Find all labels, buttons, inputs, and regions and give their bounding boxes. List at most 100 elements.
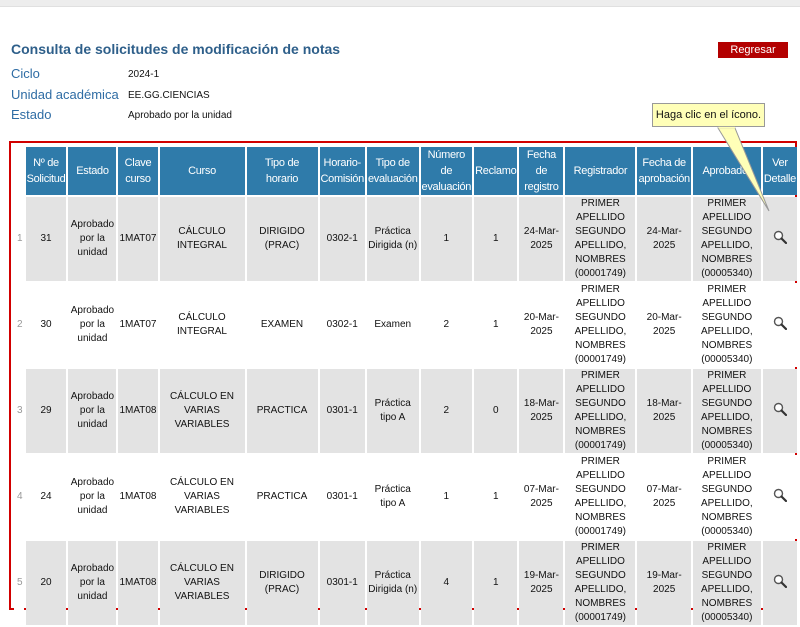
- row-index: 4: [14, 455, 24, 539]
- header-ver-detalle: Ver Detalle: [762, 147, 797, 195]
- header-reclamo: Reclamo: [474, 147, 518, 195]
- magnifier-icon[interactable]: [773, 230, 788, 249]
- cell-numero-evaluacion: 1: [420, 455, 473, 539]
- cell-curso: CÁLCULO EN VARIAS VARIABLES: [159, 455, 245, 539]
- cell-curso: CÁLCULO INTEGRAL: [159, 283, 245, 367]
- cell-tipo-horario: DIRIGIDO (PRAC): [246, 541, 318, 625]
- estado-label: Estado: [11, 107, 52, 122]
- cell-numero-evaluacion: 4: [420, 541, 473, 625]
- cell-horario: 0301-1: [319, 369, 365, 453]
- table-header-row: Nº de Solicitud Estado Clave curso Curso…: [14, 147, 797, 195]
- row-index: 1: [14, 197, 24, 281]
- unidad-value: EE.GG.CIENCIAS: [128, 90, 210, 101]
- cell-registrador: PRIMER APELLIDO SEGUNDO APELLIDO, NOMBRE…: [565, 455, 636, 539]
- header-tipo-evaluacion: Tipo de evaluación: [366, 147, 419, 195]
- cell-clave: 1MAT08: [118, 455, 158, 539]
- unidad-label: Unidad académica: [11, 87, 119, 102]
- cell-solicitud: 29: [25, 369, 67, 453]
- cell-aprobador: PRIMER APELLIDO SEGUNDO APELLIDO, NOMBRE…: [692, 455, 761, 539]
- cell-registrador: PRIMER APELLIDO SEGUNDO APELLIDO, NOMBRE…: [565, 283, 636, 367]
- magnifier-icon[interactable]: [773, 402, 788, 421]
- cell-horario: 0301-1: [319, 455, 365, 539]
- magnifier-icon[interactable]: [773, 488, 788, 507]
- cell-fecha-registro: 20-Mar-2025: [519, 283, 564, 367]
- cell-solicitud: 31: [25, 197, 67, 281]
- ciclo-value: 2024-1: [128, 69, 160, 80]
- table-row: 5 20 Aprobado por la unidad 1MAT08 CÁLCULO E…: [14, 541, 797, 625]
- header-numero-evaluacion: Número de evaluación: [420, 147, 473, 195]
- header-fecha-registro: Fecha de registro: [519, 147, 564, 195]
- header-registrador: Registrador: [565, 147, 636, 195]
- cell-ver-detalle[interactable]: [762, 197, 797, 281]
- cell-ver-detalle[interactable]: [762, 283, 797, 367]
- cell-reclamo: 1: [474, 197, 518, 281]
- cell-clave: 1MAT07: [118, 197, 158, 281]
- cell-curso: CÁLCULO INTEGRAL: [159, 197, 245, 281]
- table-row: 3 29 Aprobado por la unidad 1MAT08 CÁLCULO E…: [14, 369, 797, 453]
- cell-tipo-evaluacion: Examen: [366, 283, 419, 367]
- table-row: 4 24 Aprobado por la unidad 1MAT08 CÁLCULO E…: [14, 455, 797, 539]
- cell-tipo-horario: DIRIGIDO (PRAC): [246, 197, 318, 281]
- cell-fecha-aprobacion: 19-Mar-2025: [637, 541, 691, 625]
- header-fecha-aprobacion: Fecha de aprobación: [637, 147, 691, 195]
- cell-fecha-registro: 19-Mar-2025: [519, 541, 564, 625]
- estado-value: Aprobado por la unidad: [128, 110, 232, 121]
- cell-fecha-registro: 24-Mar-2025: [519, 197, 564, 281]
- cell-registrador: PRIMER APELLIDO SEGUNDO APELLIDO, NOMBRE…: [565, 197, 636, 281]
- cell-solicitud: 20: [25, 541, 67, 625]
- header-tipo-horario: Tipo de horario: [246, 147, 318, 195]
- cell-ver-detalle[interactable]: [762, 369, 797, 453]
- header-horario: Horario-Comisión: [319, 147, 365, 195]
- cell-horario: 0302-1: [319, 283, 365, 367]
- header-solicitud: Nº de Solicitud: [25, 147, 67, 195]
- cell-registrador: PRIMER APELLIDO SEGUNDO APELLIDO, NOMBRE…: [565, 541, 636, 625]
- cell-tipo-horario: EXAMEN: [246, 283, 318, 367]
- row-index: 2: [14, 283, 24, 367]
- header-curso: Curso: [159, 147, 245, 195]
- cell-horario: 0302-1: [319, 197, 365, 281]
- magnifier-icon[interactable]: [773, 316, 788, 335]
- cell-fecha-aprobacion: 07-Mar-2025: [637, 455, 691, 539]
- cell-estado: Aprobado por la unidad: [68, 455, 117, 539]
- cell-curso: CÁLCULO EN VARIAS VARIABLES: [159, 541, 245, 625]
- cell-estado: Aprobado por la unidad: [68, 197, 117, 281]
- cell-estado: Aprobado por la unidad: [68, 283, 117, 367]
- cell-reclamo: 1: [474, 541, 518, 625]
- cell-fecha-aprobacion: 20-Mar-2025: [637, 283, 691, 367]
- header-aprobador: Aprobador: [692, 147, 761, 195]
- cell-curso: CÁLCULO EN VARIAS VARIABLES: [159, 369, 245, 453]
- regresar-button[interactable]: Regresar: [718, 42, 788, 58]
- cell-tipo-evaluacion: Práctica Dirigida (n): [366, 541, 419, 625]
- cell-aprobador: PRIMER APELLIDO SEGUNDO APELLIDO, NOMBRE…: [692, 197, 761, 281]
- cell-estado: Aprobado por la unidad: [68, 541, 117, 625]
- index-header: [14, 147, 24, 195]
- cell-horario: 0301-1: [319, 541, 365, 625]
- cell-fecha-aprobacion: 24-Mar-2025: [637, 197, 691, 281]
- cell-aprobador: PRIMER APELLIDO SEGUNDO APELLIDO, NOMBRE…: [692, 541, 761, 625]
- cell-aprobador: PRIMER APELLIDO SEGUNDO APELLIDO, NOMBRE…: [692, 369, 761, 453]
- cell-reclamo: 1: [474, 283, 518, 367]
- cell-registrador: PRIMER APELLIDO SEGUNDO APELLIDO, NOMBRE…: [565, 369, 636, 453]
- tooltip: Haga clic en el ícono.: [652, 103, 765, 127]
- cell-aprobador: PRIMER APELLIDO SEGUNDO APELLIDO, NOMBRE…: [692, 283, 761, 367]
- cell-tipo-horario: PRACTICA: [246, 369, 318, 453]
- cell-clave: 1MAT08: [118, 369, 158, 453]
- magnifier-icon[interactable]: [773, 574, 788, 593]
- cell-solicitud: 30: [25, 283, 67, 367]
- header-clave: Clave curso: [118, 147, 158, 195]
- page-title: Consulta de solicitudes de modificación …: [11, 41, 341, 57]
- cell-tipo-horario: PRACTICA: [246, 455, 318, 539]
- cell-clave: 1MAT08: [118, 541, 158, 625]
- cell-ver-detalle[interactable]: [762, 455, 797, 539]
- table-row: 1 31 Aprobado por la unidad 1MAT07 CÁLCULO I…: [14, 197, 797, 281]
- cell-ver-detalle[interactable]: [762, 541, 797, 625]
- cell-solicitud: 24: [25, 455, 67, 539]
- cell-fecha-registro: 07-Mar-2025: [519, 455, 564, 539]
- cell-estado: Aprobado por la unidad: [68, 369, 117, 453]
- top-bar: [0, 0, 800, 7]
- cell-numero-evaluacion: 2: [420, 283, 473, 367]
- requests-table: Nº de Solicitud Estado Clave curso Curso…: [12, 145, 799, 627]
- cell-clave: 1MAT07: [118, 283, 158, 367]
- cell-fecha-aprobacion: 18-Mar-2025: [637, 369, 691, 453]
- cell-tipo-evaluacion: Práctica tipo A: [366, 369, 419, 453]
